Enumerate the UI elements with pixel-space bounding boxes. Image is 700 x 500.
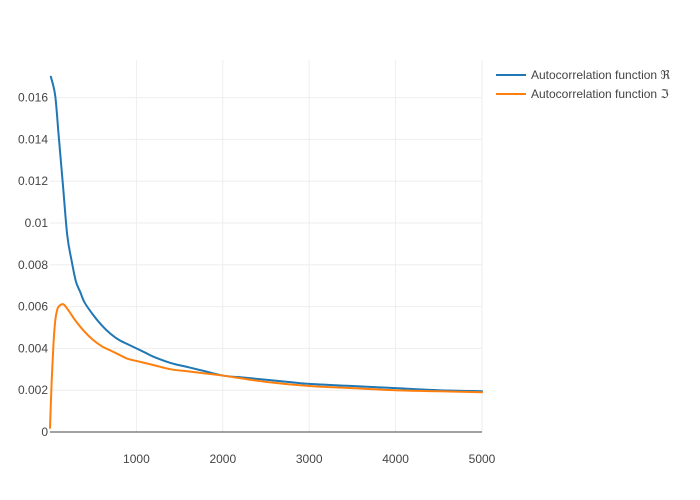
y-tick-label: 0.006 (18, 300, 48, 314)
y-tick-label: 0.01 (25, 216, 49, 230)
x-tick-label: 3000 (296, 452, 323, 466)
y-tick-label: 0.016 (18, 91, 48, 105)
legend-label: Autocorrelation function ℑ (531, 87, 669, 101)
series-line-2 (49, 303, 483, 429)
legend[interactable]: Autocorrelation function ℜ Autocorrelatio… (496, 68, 670, 101)
y-tick-label: 0.002 (18, 383, 48, 397)
legend-item-2[interactable]: Autocorrelation function ℑ (496, 87, 669, 101)
y-axis: 0 0.002 0.004 0.006 0.008 0.01 0.012 0.014 0.016 (18, 91, 48, 439)
y-tick-label: 0.008 (18, 258, 48, 272)
y-tick-label: 0.004 (18, 341, 48, 355)
x-tick-label: 4000 (382, 452, 409, 466)
series-line-1 (49, 75, 483, 393)
plot-area (49, 75, 483, 429)
x-tick-label: 5000 (469, 452, 496, 466)
x-tick-label: 1000 (123, 452, 150, 466)
y-tick-label: 0.012 (18, 174, 48, 188)
grid (50, 60, 483, 433)
y-tick-label: 0 (41, 425, 48, 439)
legend-item-1[interactable]: Autocorrelation function ℜ (496, 68, 670, 82)
legend-label: Autocorrelation function ℜ (531, 68, 670, 82)
y-tick-label: 0.014 (18, 132, 48, 146)
x-tick-label: 2000 (209, 452, 236, 466)
x-axis: 1000 2000 3000 4000 5000 (123, 452, 496, 466)
